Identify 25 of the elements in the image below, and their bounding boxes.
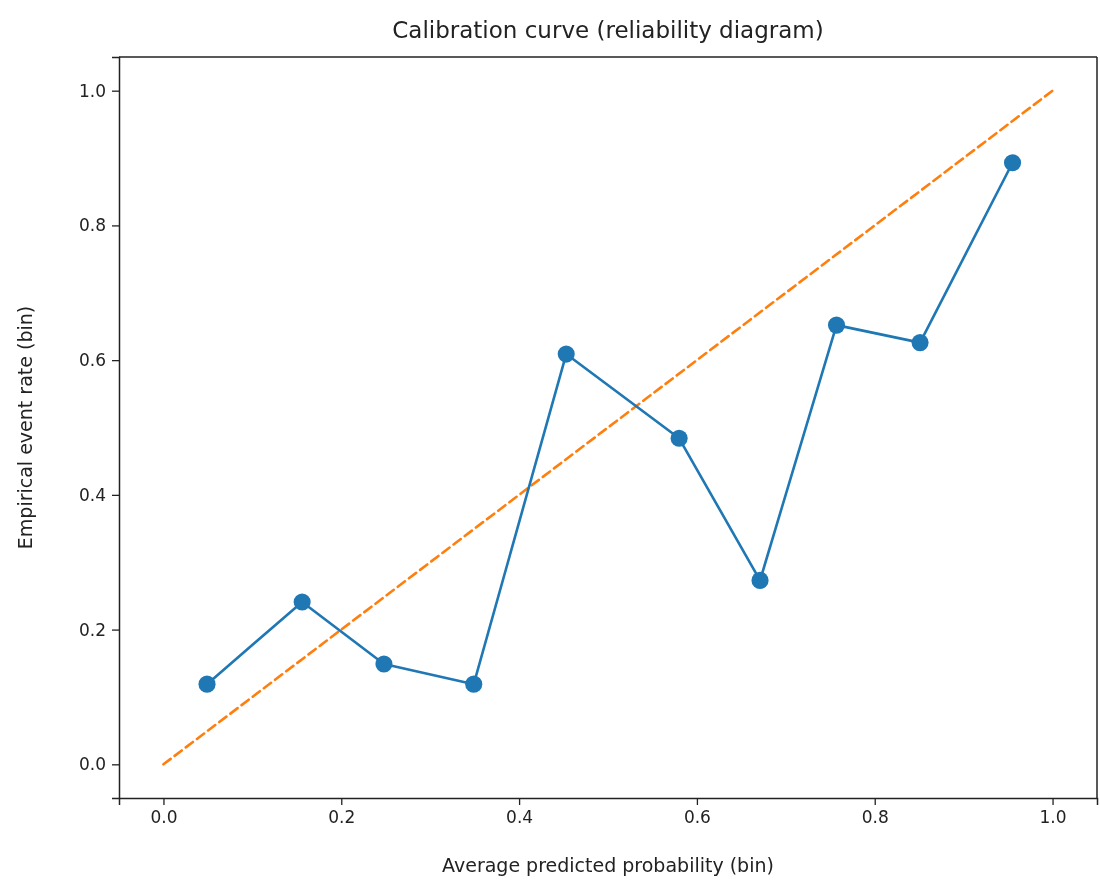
chart-title: Calibration curve (reliability diagram) (392, 17, 824, 43)
x-tick-label: 0.8 (861, 807, 889, 828)
point (827, 316, 846, 334)
x-tick-label: 1.0 (1039, 807, 1067, 828)
point (751, 571, 769, 589)
point (198, 675, 216, 693)
point (1003, 154, 1022, 172)
y-tick-label: 0.2 (78, 619, 106, 640)
x-tick-label: 0.4 (506, 807, 534, 828)
x-axis-title: Average predicted probability (bin) (442, 854, 774, 876)
point (557, 345, 575, 363)
y-axis-title: Empirical event rate (bin) (14, 305, 36, 550)
y-tick-label: 0.0 (78, 754, 106, 775)
point (670, 429, 688, 447)
point (375, 655, 393, 673)
y-tick-label: 0.8 (78, 215, 106, 236)
point (465, 675, 483, 693)
x-tick-label: 0.0 (150, 807, 178, 828)
point (911, 334, 929, 352)
y-tick-label: 0.4 (78, 484, 106, 505)
point (293, 593, 311, 611)
y-tick-label: 0.6 (78, 350, 106, 371)
y-tick-label: 1.0 (78, 80, 106, 101)
x-tick-label: 0.2 (328, 807, 356, 828)
x-tick-label: 0.6 (683, 807, 711, 828)
